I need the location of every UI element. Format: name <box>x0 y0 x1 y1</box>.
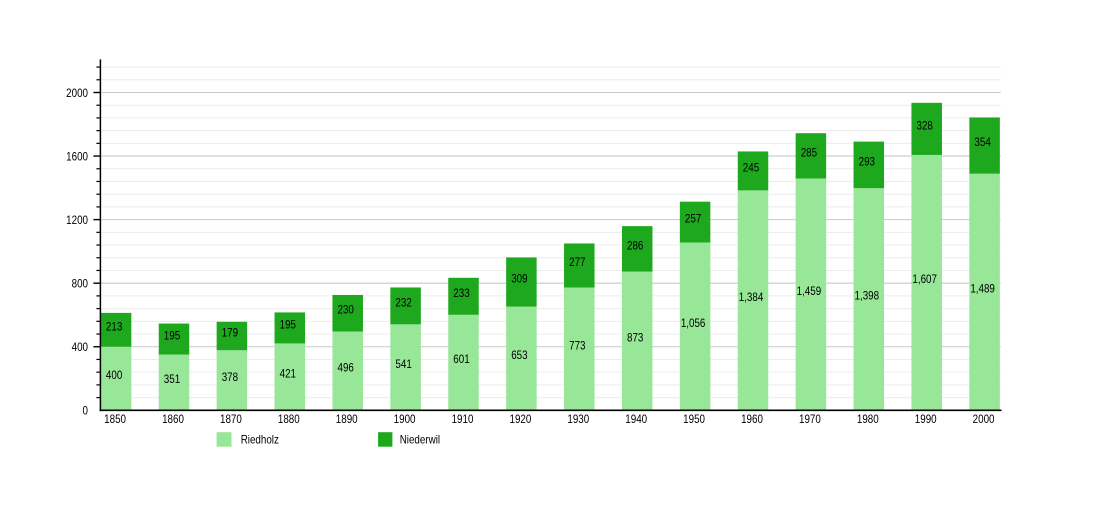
svg-text:286: 286 <box>627 238 644 252</box>
svg-text:1920: 1920 <box>509 412 531 426</box>
svg-text:2000: 2000 <box>66 86 88 100</box>
svg-text:1850: 1850 <box>104 412 126 426</box>
svg-text:1200: 1200 <box>66 213 88 227</box>
svg-text:309: 309 <box>511 271 528 285</box>
svg-text:1970: 1970 <box>799 412 821 426</box>
svg-text:195: 195 <box>164 329 181 343</box>
svg-text:257: 257 <box>685 212 702 226</box>
svg-text:293: 293 <box>859 154 876 168</box>
svg-text:773: 773 <box>569 338 586 352</box>
svg-text:1880: 1880 <box>278 412 300 426</box>
svg-text:1900: 1900 <box>394 412 416 426</box>
svg-text:1,607: 1,607 <box>912 272 937 286</box>
svg-text:245: 245 <box>743 160 760 174</box>
svg-text:496: 496 <box>338 360 355 374</box>
svg-text:1980: 1980 <box>857 412 879 426</box>
svg-text:1860: 1860 <box>162 412 184 426</box>
svg-text:1,398: 1,398 <box>855 289 880 303</box>
svg-text:179: 179 <box>222 326 239 340</box>
svg-text:1,384: 1,384 <box>739 290 764 304</box>
svg-text:421: 421 <box>280 366 297 380</box>
svg-text:1600: 1600 <box>66 149 88 163</box>
svg-text:1930: 1930 <box>567 412 589 426</box>
svg-text:400: 400 <box>106 368 123 382</box>
svg-text:232: 232 <box>395 295 412 309</box>
svg-text:277: 277 <box>569 255 586 269</box>
svg-text:354: 354 <box>974 135 991 149</box>
svg-text:233: 233 <box>453 286 470 300</box>
svg-text:1960: 1960 <box>741 412 763 426</box>
svg-text:1,489: 1,489 <box>970 282 995 296</box>
svg-text:Niederwil: Niederwil <box>400 433 440 447</box>
svg-text:230: 230 <box>338 303 355 317</box>
svg-text:328: 328 <box>917 118 934 132</box>
svg-text:653: 653 <box>511 348 528 362</box>
svg-text:1890: 1890 <box>336 412 358 426</box>
svg-text:873: 873 <box>627 330 644 344</box>
svg-text:213: 213 <box>106 319 123 333</box>
svg-text:601: 601 <box>453 352 470 366</box>
svg-text:1870: 1870 <box>220 412 242 426</box>
svg-text:0: 0 <box>83 404 89 418</box>
svg-text:400: 400 <box>72 340 89 354</box>
svg-text:2000: 2000 <box>973 412 995 426</box>
svg-text:1950: 1950 <box>683 412 705 426</box>
svg-text:800: 800 <box>72 276 89 290</box>
svg-text:195: 195 <box>280 317 297 331</box>
svg-text:1,459: 1,459 <box>797 284 822 298</box>
svg-text:1,056: 1,056 <box>681 316 706 330</box>
svg-text:285: 285 <box>801 145 818 159</box>
svg-text:1910: 1910 <box>452 412 474 426</box>
svg-text:541: 541 <box>395 357 412 371</box>
svg-text:1990: 1990 <box>915 412 937 426</box>
svg-text:378: 378 <box>222 370 239 384</box>
svg-text:351: 351 <box>164 372 181 386</box>
svg-text:1940: 1940 <box>625 412 647 426</box>
svg-text:Riedholz: Riedholz <box>241 433 279 447</box>
